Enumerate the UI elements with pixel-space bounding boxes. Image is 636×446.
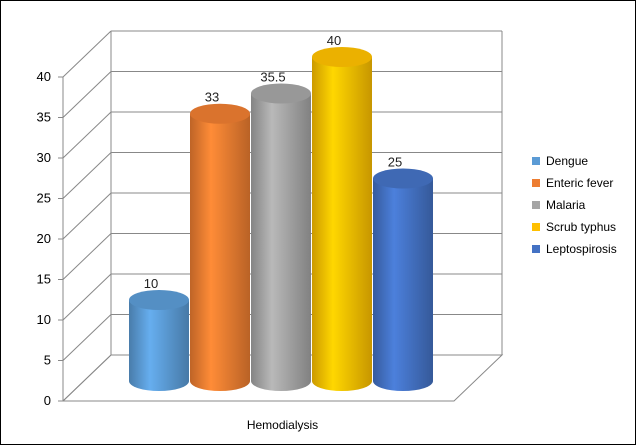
data-label: 40 <box>327 33 341 48</box>
gridline-side <box>62 192 112 240</box>
bar-cylinder-body <box>129 300 189 391</box>
bar-cylinder-top <box>129 290 189 310</box>
legend-label: Leptospirosis <box>546 242 617 256</box>
data-labels: 10 33 35.5 40 25 <box>144 33 402 291</box>
y-tick-label: 40 <box>37 69 51 84</box>
data-label: 25 <box>388 155 402 170</box>
gridline-side <box>62 273 112 321</box>
bar-cylinder-top <box>190 103 250 124</box>
x-category-label: Hemodialysis <box>247 418 318 432</box>
legend-label: Malaria <box>546 198 586 212</box>
y-tick-label: 35 <box>37 110 51 125</box>
y-tick-label: 25 <box>37 191 51 206</box>
bar-cylinder-body <box>373 178 433 391</box>
gridline-side <box>62 71 112 118</box>
gridline-side <box>62 30 112 78</box>
bar-cylinder-top <box>251 83 311 104</box>
y-tick-label: 10 <box>37 312 51 327</box>
bars <box>129 47 433 391</box>
gridline-side <box>62 233 112 280</box>
legend-label: Enteric fever <box>546 176 613 190</box>
legend-swatch <box>532 223 540 231</box>
y-tick-label: 20 <box>37 231 51 246</box>
bar-cylinder-body <box>312 57 372 391</box>
y-axis: 0 5 10 15 20 25 30 35 40 <box>37 69 63 408</box>
data-label: 33 <box>205 90 219 105</box>
bar-cylinder-top <box>312 47 372 67</box>
bar-cylinder-body <box>251 93 311 391</box>
legend-swatch <box>532 157 540 165</box>
y-tick-label: 30 <box>37 150 51 165</box>
gridline-side <box>62 314 112 361</box>
gridline-side <box>62 354 112 402</box>
legend-swatch <box>532 245 540 253</box>
legend-swatch <box>532 201 540 209</box>
gridline-side <box>62 111 112 159</box>
y-tick-label: 15 <box>37 272 51 287</box>
y-tick-label: 5 <box>44 353 51 368</box>
legend: Dengue Enteric fever Malaria Scrub typhus Le… <box>532 154 617 256</box>
bar-cylinder-body <box>190 113 250 391</box>
gridline-side <box>62 152 112 199</box>
data-label: 35.5 <box>260 69 285 84</box>
legend-label: Scrub typhus <box>546 220 616 234</box>
y-tick-label: 0 <box>44 393 51 408</box>
x-axis: Hemodialysis <box>247 418 318 432</box>
data-label: 10 <box>144 276 158 291</box>
bar-cylinder-top <box>373 168 433 189</box>
legend-swatch <box>532 179 540 187</box>
legend-label: Dengue <box>546 154 588 168</box>
